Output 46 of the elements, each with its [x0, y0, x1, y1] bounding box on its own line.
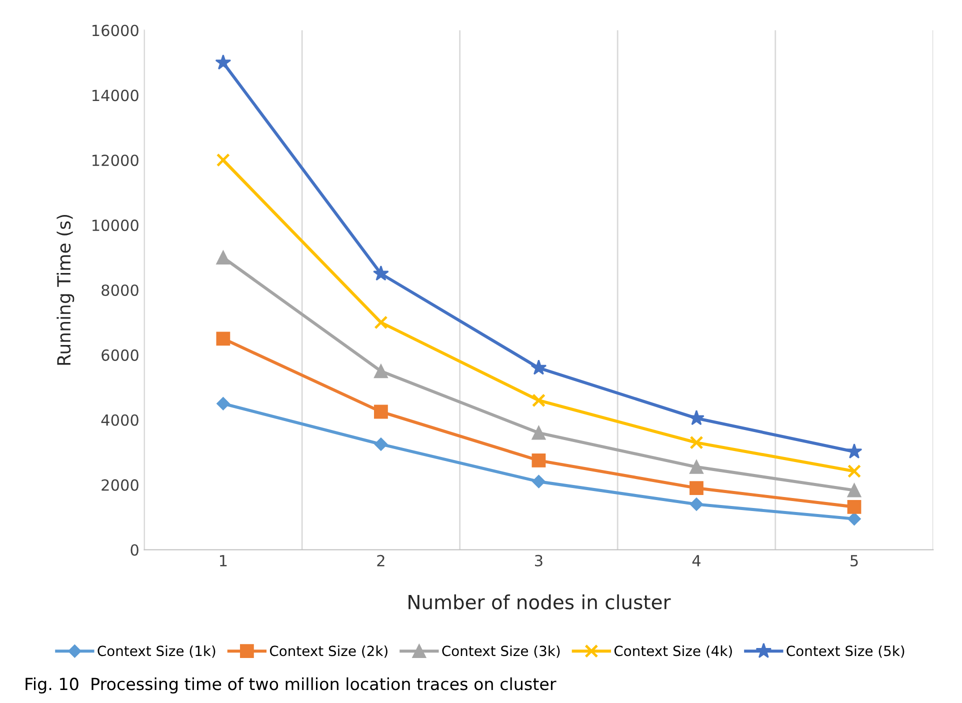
- legend-label: Context Size (3k): [442, 645, 560, 658]
- y-tick-label: 0: [130, 544, 138, 556]
- caption: Fig. 10 Processing time of two million location traces on cluster: [26, 677, 556, 694]
- point: [530, 360, 547, 375]
- y-tick-label: 2000: [102, 479, 138, 491]
- point: [372, 265, 389, 281]
- point: [847, 464, 862, 478]
- point: [690, 460, 704, 474]
- point: [374, 316, 388, 330]
- point: [532, 474, 546, 488]
- y-tick-label: 4000: [101, 414, 138, 426]
- x-axis-title: Number of nodes in cluster: [408, 594, 671, 610]
- point: [848, 512, 861, 526]
- point: [532, 426, 546, 440]
- x-tick-label: 1: [220, 555, 227, 566]
- point: [690, 481, 704, 495]
- point: [216, 153, 230, 167]
- point: [690, 498, 704, 511]
- point: [216, 332, 230, 346]
- y-tick-label: 10000: [92, 220, 138, 232]
- legend-label: Context Size (5k): [786, 645, 904, 658]
- point: [847, 483, 862, 498]
- y-tick-label: 16000: [92, 24, 138, 36]
- point: [846, 443, 862, 459]
- legend-label: Context Size (2k): [270, 645, 388, 658]
- y-axis-title: Running Time (s): [56, 214, 74, 365]
- point: [374, 364, 388, 378]
- y-tick-label: 6000: [102, 349, 138, 361]
- point: [374, 404, 388, 419]
- x-tick-label: 5: [850, 555, 858, 566]
- point: [532, 394, 546, 408]
- y-tick-label: 8000: [102, 284, 138, 296]
- point: [216, 250, 230, 264]
- legend-label: Context Size (1k): [98, 645, 216, 658]
- legend-label: Context Size (4k): [614, 645, 732, 658]
- point: [374, 438, 388, 451]
- point: [690, 436, 704, 450]
- x-tick-label: 3: [535, 554, 542, 566]
- point: [216, 397, 230, 410]
- point: [847, 500, 862, 514]
- y-tick-label: 14000: [92, 90, 138, 102]
- point: [532, 454, 546, 468]
- point: [215, 54, 232, 70]
- y-tick-label: 12000: [92, 154, 138, 166]
- x-tick-label: 2: [377, 554, 384, 566]
- x-tick-label: 4: [692, 555, 700, 566]
